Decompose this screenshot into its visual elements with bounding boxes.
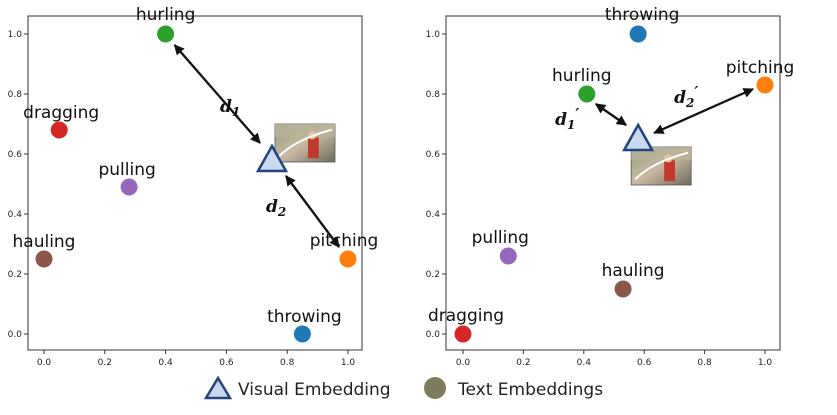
distance-prime: ′	[694, 83, 698, 101]
distance-arrow-pitching	[285, 175, 340, 248]
point-label-pitching: pitching	[726, 58, 795, 78]
text-embedding-point-hurling	[157, 25, 175, 43]
y-tick-label: 0.4	[8, 210, 23, 220]
text-embedding-point-dragging	[50, 121, 68, 139]
text-embedding-point-throwing	[293, 325, 311, 343]
right-scatter-panel: 0.0 0.2 0.4 0.6 0.8 1.0 0.0 0.2 0.4 0.6 0.8 1.0 thro…	[426, 5, 795, 368]
x-tick-label: 0.0	[456, 358, 471, 368]
x-tick-label: 0.6	[219, 358, 234, 368]
plot-frame	[445, 15, 781, 351]
point-label-hurling: hurling	[136, 5, 196, 25]
distance-prime: ′	[575, 105, 579, 123]
text-embedding-point-throwing	[629, 25, 647, 43]
distance-label-pitching: d2′	[674, 83, 698, 110]
y-tick-label: 0.8	[8, 90, 23, 100]
point-label-dragging: dragging	[428, 306, 504, 326]
thumbnail-player	[664, 160, 675, 182]
point-label-pitching: pitching	[310, 231, 379, 251]
y-tick-label: 1.0	[8, 30, 23, 40]
point-label-hurling: hurling	[552, 66, 612, 86]
point-label-throwing: throwing	[267, 307, 342, 327]
text-embedding-point-hurling	[578, 85, 596, 103]
y-tick-label: 0.4	[426, 210, 441, 220]
thumbnail-player	[308, 137, 319, 159]
x-tick-label: 0.4	[577, 358, 592, 368]
text-embedding-point-hauling	[35, 250, 53, 268]
distance-subscript: 1	[567, 118, 575, 132]
point-label-throwing: throwing	[605, 5, 680, 25]
legend-visual-marker	[203, 375, 233, 400]
legend-text-marker	[424, 377, 446, 399]
distance-label-hurling: d1′	[555, 105, 579, 132]
x-tick-label: 1.0	[341, 358, 356, 368]
point-label-dragging: dragging	[23, 103, 99, 123]
x-tick-label: 0.2	[516, 358, 530, 368]
x-tick-label: 0.0	[37, 358, 52, 368]
y-tick-label: 0.6	[8, 150, 23, 160]
distance-subscript: 1	[232, 105, 240, 119]
y-tick-label: 0.6	[426, 150, 441, 160]
distance-label-pitching: d2	[266, 197, 286, 219]
distance-subscript: 2	[685, 96, 694, 110]
plot-frame	[27, 15, 363, 351]
text-embedding-point-pitching	[756, 76, 774, 94]
x-tick-label: 0.8	[697, 358, 712, 368]
text-embedding-point-pitching	[339, 250, 357, 268]
y-tick-label: 0.2	[8, 270, 22, 280]
distance-label-hurling: d1	[220, 97, 240, 119]
x-tick-label: 0.2	[98, 358, 112, 368]
x-tick-label: 0.8	[280, 358, 295, 368]
thumbnail-bat-line	[278, 128, 333, 158]
text-embedding-point-hauling	[614, 280, 632, 298]
distance-arrow-hurling	[594, 103, 628, 126]
y-tick-label: 0.0	[426, 330, 441, 340]
point-label-hauling: hauling	[602, 261, 665, 281]
distance-arrow-pitching	[653, 87, 754, 135]
point-label-pulling: pulling	[472, 228, 529, 248]
point-label-hauling: hauling	[13, 232, 76, 252]
point-label-pulling: pulling	[98, 160, 155, 180]
distance-arrow-hurling	[173, 44, 261, 144]
legend-text-label: Text Embeddings	[457, 380, 603, 400]
visual-embedding-marker	[622, 122, 655, 152]
left-scatter-panel: 0.0 0.2 0.4 0.6 0.8 1.0 0.0 0.2 0.4 0.6 0.8 1.0 hurl…	[8, 5, 379, 368]
distance-subscript: 2	[277, 205, 286, 219]
thumbnail-bat-line	[634, 151, 689, 181]
text-embedding-point-pulling	[499, 247, 517, 265]
video-frame-thumbnail	[630, 146, 692, 186]
y-tick-label: 0.0	[8, 330, 23, 340]
text-embedding-point-pulling	[120, 178, 138, 196]
x-tick-label: 1.0	[758, 358, 773, 368]
x-tick-label: 0.6	[637, 358, 652, 368]
legend-visual-label: Visual Embedding	[238, 380, 391, 400]
legend: Visual Embedding Text Embeddings	[203, 375, 603, 400]
video-frame-thumbnail	[274, 123, 336, 163]
visual-embedding-marker	[255, 143, 289, 173]
y-tick-label: 0.2	[426, 270, 440, 280]
y-tick-label: 0.8	[426, 90, 441, 100]
y-tick-label: 1.0	[426, 30, 441, 40]
x-tick-label: 0.4	[158, 358, 173, 368]
text-embedding-point-dragging	[454, 325, 472, 343]
